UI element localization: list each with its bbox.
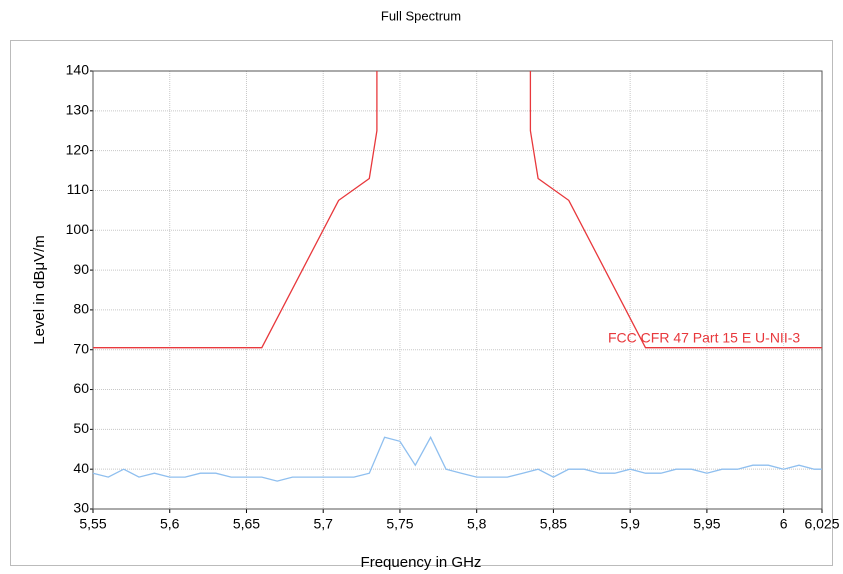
x-tick-label: 5,6 xyxy=(160,516,180,532)
y-tick-label: 100 xyxy=(66,221,90,237)
chart-title: Full Spectrum xyxy=(381,8,461,23)
frame xyxy=(10,40,833,566)
x-tick-label: 5,55 xyxy=(79,516,106,532)
series-line xyxy=(93,71,822,349)
series-line xyxy=(92,435,822,482)
x-tick-label: 5,9 xyxy=(620,516,640,532)
y-tick-label: 70 xyxy=(73,340,89,356)
x-axis-title: Frequency in GHz xyxy=(361,554,482,571)
x-tick-label: 5,65 xyxy=(233,516,260,532)
x-tick-label: 5,8 xyxy=(467,516,487,532)
y-tick-label: 90 xyxy=(73,261,89,277)
y-tick-label: 140 xyxy=(66,62,90,78)
y-tick-label: 60 xyxy=(73,380,89,396)
y-tick-label: 110 xyxy=(67,181,90,197)
x-tick-label: 5,75 xyxy=(386,516,413,532)
y-tick-label: 50 xyxy=(73,420,89,436)
y-tick-label: 130 xyxy=(66,102,90,118)
y-tick-label: 30 xyxy=(73,500,89,516)
x-tick-label: 6,025 xyxy=(804,516,839,532)
series-label: FCC CFR 47 Part 15 E U-NII-3 xyxy=(608,330,800,346)
x-tick-label: 5,7 xyxy=(313,516,333,532)
y-tick-label: 80 xyxy=(73,301,89,317)
x-tick-label: 6 xyxy=(780,516,788,532)
plot-area xyxy=(92,70,823,510)
y-tick-label: 120 xyxy=(66,141,90,157)
y-tick-label: 40 xyxy=(73,460,89,476)
x-tick-label: 5,85 xyxy=(540,516,567,532)
x-tick-label: 5,95 xyxy=(693,516,720,532)
y-axis-title: Level in dBμV/m xyxy=(31,235,48,345)
